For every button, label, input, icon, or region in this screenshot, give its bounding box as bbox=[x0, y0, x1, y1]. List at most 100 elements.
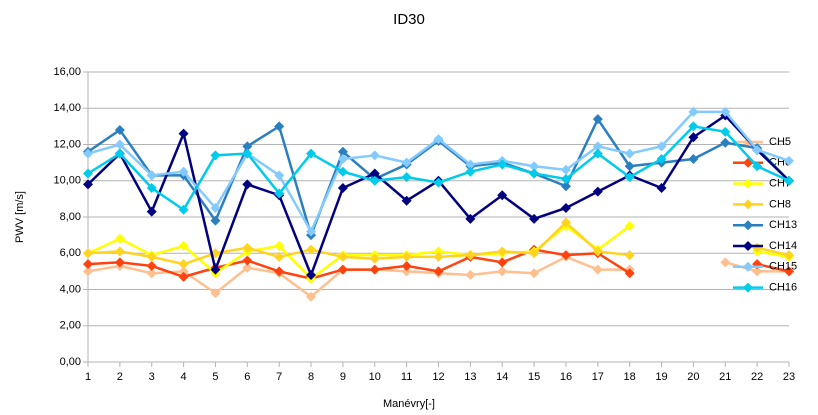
point bbox=[656, 183, 667, 193]
point bbox=[401, 260, 412, 271]
point bbox=[146, 183, 157, 193]
legend-marker bbox=[743, 199, 753, 210]
point bbox=[337, 183, 348, 193]
point bbox=[306, 291, 317, 302]
point bbox=[274, 266, 285, 277]
point bbox=[146, 170, 157, 181]
point bbox=[529, 161, 540, 172]
x-tick-label: 21 bbox=[719, 371, 731, 383]
x-tick-label: 8 bbox=[308, 371, 314, 383]
point bbox=[624, 161, 635, 172]
legend-label: CH5 bbox=[769, 136, 791, 148]
point bbox=[369, 264, 380, 275]
legend-label: CH15 bbox=[769, 261, 797, 273]
x-tick-label: 19 bbox=[655, 371, 667, 383]
legend-marker bbox=[743, 178, 753, 189]
point bbox=[592, 246, 603, 257]
point bbox=[83, 148, 93, 159]
point bbox=[242, 148, 253, 159]
point bbox=[529, 168, 540, 179]
point bbox=[369, 175, 380, 186]
point bbox=[242, 255, 253, 266]
x-tick-label: 20 bbox=[687, 371, 699, 383]
x-tick-label: 15 bbox=[528, 371, 540, 383]
point bbox=[178, 271, 189, 282]
point bbox=[560, 202, 571, 213]
x-tick-label: 11 bbox=[401, 371, 412, 383]
point bbox=[433, 134, 444, 145]
point bbox=[178, 241, 189, 251]
point bbox=[560, 181, 571, 192]
point bbox=[146, 260, 157, 271]
point bbox=[465, 250, 476, 261]
point bbox=[242, 179, 253, 190]
point bbox=[114, 233, 125, 244]
point bbox=[624, 172, 635, 183]
point bbox=[83, 266, 93, 277]
x-tick-label: 7 bbox=[276, 371, 282, 383]
point bbox=[401, 172, 412, 183]
point bbox=[401, 266, 412, 277]
point bbox=[784, 155, 794, 166]
point bbox=[433, 177, 444, 188]
point bbox=[369, 168, 380, 179]
point bbox=[624, 221, 635, 232]
x-tick-label: 3 bbox=[149, 371, 155, 383]
x-tick-label: 4 bbox=[181, 371, 187, 383]
x-tick-label: 10 bbox=[369, 371, 381, 383]
point bbox=[178, 259, 189, 270]
point bbox=[178, 204, 189, 215]
point bbox=[497, 257, 508, 268]
y-tick-label: 4,00 bbox=[60, 283, 81, 295]
point bbox=[720, 126, 731, 137]
legend-marker bbox=[743, 220, 753, 231]
point bbox=[592, 148, 603, 159]
point bbox=[83, 179, 93, 190]
point bbox=[688, 154, 699, 164]
point bbox=[720, 106, 731, 117]
point bbox=[592, 186, 603, 197]
point bbox=[624, 268, 635, 279]
point bbox=[114, 246, 125, 257]
point bbox=[337, 154, 348, 164]
legend-label: CH13 bbox=[769, 219, 797, 231]
y-tick-label: 6,00 bbox=[60, 247, 81, 259]
point bbox=[465, 213, 476, 224]
point bbox=[560, 217, 571, 228]
point bbox=[242, 242, 253, 253]
point bbox=[433, 246, 444, 257]
point bbox=[114, 148, 125, 159]
point bbox=[784, 175, 794, 186]
point bbox=[560, 250, 571, 261]
point bbox=[784, 266, 794, 277]
point bbox=[369, 150, 380, 161]
x-tick-label: 2 bbox=[117, 371, 123, 383]
x-tick-label: 12 bbox=[432, 371, 444, 383]
x-tick-label: 9 bbox=[340, 371, 346, 383]
x-tick-label: 23 bbox=[783, 371, 795, 383]
legend-marker bbox=[743, 261, 753, 272]
point bbox=[337, 264, 348, 275]
point bbox=[465, 270, 476, 280]
x-tick-label: 18 bbox=[624, 371, 636, 383]
point bbox=[178, 266, 189, 277]
x-tick-label: 14 bbox=[496, 371, 508, 383]
point bbox=[306, 244, 317, 255]
x-tick-label: 22 bbox=[751, 371, 763, 383]
point bbox=[83, 259, 93, 270]
legend-label: CH16 bbox=[769, 282, 797, 294]
x-tick-label: 1 bbox=[85, 371, 91, 383]
point bbox=[592, 141, 603, 152]
point bbox=[529, 213, 540, 224]
y-tick-label: 14,00 bbox=[53, 102, 81, 114]
point bbox=[274, 170, 285, 181]
point bbox=[210, 264, 221, 275]
chart-title: ID30 bbox=[393, 11, 425, 28]
point bbox=[274, 241, 285, 251]
point bbox=[210, 150, 221, 161]
series-line bbox=[87, 220, 790, 266]
series-line bbox=[87, 248, 790, 280]
point bbox=[752, 144, 763, 155]
point bbox=[146, 206, 157, 217]
